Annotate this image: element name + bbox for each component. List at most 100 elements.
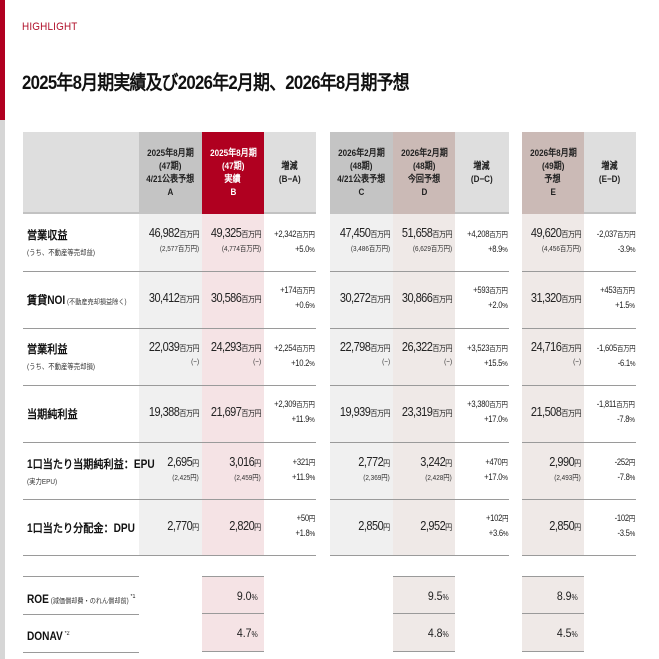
cell-b-minus-a: +50円 +1.8%: [295, 513, 315, 538]
row-divider: [23, 555, 316, 556]
cell-e: 31,320百万円: [530, 291, 582, 305]
column-header-a: 2025年8月期 (47期) 4/21公表予想 A: [139, 132, 202, 214]
cell-b: 3,016円 (2,459円): [229, 455, 262, 482]
cell-b: 2,820円: [229, 519, 262, 533]
cell-e: 24,716百万円 (−): [530, 340, 582, 366]
cell-e: 49,620百万円 (4,456百万円): [530, 226, 582, 253]
row-divider: [522, 385, 636, 386]
row-divider: [23, 614, 139, 615]
row-divider: [330, 499, 509, 500]
row-divider: [330, 385, 509, 386]
cell-c: 19,939百万円: [339, 405, 391, 419]
row-divider: [23, 442, 316, 443]
cell-e-minus-d: -252円 -7.8%: [614, 457, 636, 482]
row-label-donav: DONAV *2: [27, 631, 70, 643]
cell-e-minus-d: -1,811百万円 -7.8%: [597, 399, 635, 424]
cell-d-minus-c: +3,380百万円 +17.0%: [467, 399, 509, 424]
row-divider: [23, 652, 139, 653]
column-header-d: 2026年2月期 (48期) 今回予想 D: [393, 132, 455, 214]
cell-a: 2,695円 (2,425円): [167, 455, 200, 482]
column-d-bg: [393, 214, 455, 555]
column-e-bg: [522, 214, 584, 555]
row-label-rental-noi: 賃貸NOI (不動産売却損益除く): [27, 295, 127, 307]
row-divider: [522, 555, 636, 556]
donav-cell-b: 4.7%: [202, 614, 264, 652]
roe-cell-d: 9.5%: [393, 576, 455, 614]
column-header-d-minus-c: 増減 (D−C): [471, 161, 493, 185]
cell-a: 30,412百万円: [148, 291, 200, 305]
cell-e-minus-d: -1,605百万円 -6.1%: [596, 343, 635, 368]
row-label-epu: 1口当たり当期純利益：EPU (実力EPU): [27, 459, 155, 486]
row-label-operating-revenue: 営業収益 (うち、不動産等売却益): [27, 230, 95, 257]
cell-e: 2,850円: [549, 519, 582, 533]
section-kicker: HIGHLIGHT: [22, 21, 78, 33]
page-title: 2025年8月期実績及び2026年2月期、2026年8月期予想: [22, 72, 410, 94]
cell-d-minus-c: +102円 +3.6%: [485, 513, 509, 538]
row-divider: [330, 555, 509, 556]
cell-b: 21,697百万円: [210, 405, 262, 419]
row-divider: [330, 271, 509, 272]
cell-d-minus-c: +593百万円 +2.0%: [473, 285, 508, 310]
cell-d-minus-c: +4,208百万円 +8.9%: [467, 229, 509, 254]
cell-d: 2,952円: [420, 519, 453, 533]
row-divider: [23, 385, 316, 386]
row-divider: [23, 576, 139, 577]
cell-e-minus-d: -102円 -3.5%: [614, 513, 636, 538]
row-label-dpu: 1口当たり分配金：DPU: [27, 523, 135, 535]
cell-c: 2,850円: [358, 519, 391, 533]
cell-b-minus-a: +2,309百万円 +11.9%: [274, 399, 316, 424]
cell-c: 47,450百万円 (3,486百万円): [339, 226, 391, 253]
row-divider: [23, 271, 316, 272]
column-c-bg: [330, 214, 393, 555]
cell-e: 21,508百万円: [530, 405, 582, 419]
cell-c: 22,798百万円 (−): [339, 340, 391, 366]
donav-cell-d: 4.8%: [393, 614, 455, 652]
row-label-operating-income: 営業利益 (うち、不動産等売却損): [27, 344, 95, 371]
row-label-net-income: 当期純利益: [27, 409, 78, 421]
cell-e-minus-d: -2,037百万円 -3.9%: [596, 229, 635, 254]
row-divider: [23, 328, 316, 329]
cell-a: 46,982百万円 (2,577百万円): [148, 226, 200, 253]
cell-d: 23,319百万円: [401, 405, 453, 419]
cell-b-minus-a: +321円 +11.9%: [292, 457, 315, 482]
cell-e: 2,990円 (2,493円): [549, 455, 582, 482]
cell-c: 30,272百万円: [339, 291, 391, 305]
cell-b-minus-a: +2,342百万円 +5.0%: [274, 229, 316, 254]
roe-cell-b: 9.0%: [202, 576, 264, 614]
row-label-roe: ROE (減価償却費・のれん償却前)*1: [27, 594, 136, 606]
column-header-c: 2026年2月期 (48期) 4/21公表予想 C: [330, 132, 393, 214]
column-header-e-minus-d: 増減 (E−D): [599, 161, 621, 185]
cell-d: 51,658百万円 (6,629百万円): [401, 226, 453, 253]
roe-cell-e: 8.9%: [522, 576, 584, 614]
row-divider: [522, 328, 636, 329]
donav-cell-e: 4.5%: [522, 614, 584, 652]
column-a-bg: [139, 214, 202, 555]
cell-b-minus-a: +2,254百万円 +10.2%: [274, 343, 316, 368]
column-b-bg: [202, 214, 264, 555]
column-header-b-minus-a: 増減 (B−A): [279, 161, 301, 185]
cell-e-minus-d: +453百万円 +1.5%: [600, 285, 635, 310]
cell-d-minus-c: +3,523百万円 +15.5%: [467, 343, 509, 368]
cell-a: 19,388百万円: [148, 405, 200, 419]
row-divider: [522, 442, 636, 443]
cell-d: 30,866百万円: [401, 291, 453, 305]
cell-a: 2,770円: [167, 519, 200, 533]
cell-b-minus-a: +174百万円 +0.6%: [280, 285, 315, 310]
cell-b: 24,293百万円 (−): [210, 340, 262, 366]
row-divider: [330, 442, 509, 443]
column-header-b: 2025年8月期 (47期) 実績 B: [202, 132, 264, 214]
cell-d-minus-c: +470円 +17.0%: [484, 457, 508, 482]
cell-c: 2,772円 (2,369円): [358, 455, 391, 482]
accent-edge-bar: [0, 0, 5, 120]
cell-b: 30,586百万円: [210, 291, 262, 305]
row-divider: [330, 328, 509, 329]
row-divider: [23, 499, 316, 500]
cell-b: 49,325百万円 (4,774百万円): [210, 226, 262, 253]
cell-d: 26,322百万円 (−): [401, 340, 453, 366]
row-divider: [522, 271, 636, 272]
row-divider: [522, 499, 636, 500]
cell-d: 3,242円 (2,428円): [420, 455, 453, 482]
side-edge-bar: [0, 120, 5, 659]
column-header-e: 2026年8月期 (49期) 予想 E: [522, 132, 584, 214]
cell-a: 22,039百万円 (−): [148, 340, 200, 366]
